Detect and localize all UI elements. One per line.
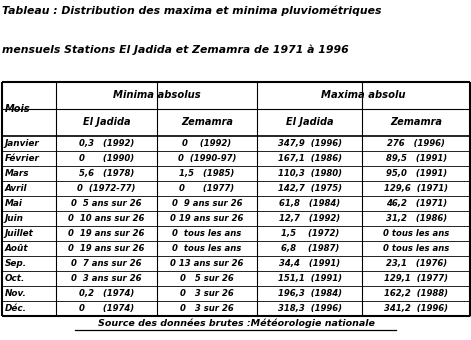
Text: 0  (1990-97): 0 (1990-97) (178, 154, 236, 163)
Text: 0 tous les ans: 0 tous les ans (383, 244, 449, 253)
Text: Avril: Avril (5, 184, 27, 193)
Text: 5,6   (1978): 5,6 (1978) (79, 169, 134, 178)
Text: 0  (1972-77): 0 (1972-77) (77, 184, 136, 193)
Text: 34,4   (1991): 34,4 (1991) (279, 259, 341, 268)
Text: Mai: Mai (5, 199, 23, 208)
Text: El Jadida: El Jadida (82, 117, 130, 127)
Text: 1,5   (1985): 1,5 (1985) (179, 169, 235, 178)
Text: Août: Août (5, 244, 28, 253)
Text: 0,2   (1974): 0,2 (1974) (79, 289, 134, 298)
Text: 0  9 ans sur 26: 0 9 ans sur 26 (172, 199, 242, 208)
Text: 95,0   (1991): 95,0 (1991) (386, 169, 447, 178)
Text: El Jadida: El Jadida (286, 117, 333, 127)
Text: 0  tous les ans: 0 tous les ans (172, 229, 242, 238)
Text: Janvier: Janvier (5, 139, 40, 148)
Text: 129,1  (1977): 129,1 (1977) (384, 274, 448, 283)
Text: 341,2  (1996): 341,2 (1996) (384, 304, 448, 313)
Text: 167,1  (1986): 167,1 (1986) (278, 154, 342, 163)
Text: 151,1  (1991): 151,1 (1991) (278, 274, 342, 283)
Text: 129,6  (1971): 129,6 (1971) (384, 184, 448, 193)
Text: Mois: Mois (5, 104, 31, 114)
Text: Déc.: Déc. (5, 304, 27, 313)
Text: mensuels Stations El Jadida et Zemamra de 1971 à 1996: mensuels Stations El Jadida et Zemamra d… (2, 44, 349, 55)
Text: 0 tous les ans: 0 tous les ans (383, 229, 449, 238)
Text: Source des données brutes :Météorologie nationale: Source des données brutes :Météorologie … (97, 319, 375, 328)
Text: 347,9  (1996): 347,9 (1996) (278, 139, 342, 148)
Text: Nov.: Nov. (5, 289, 26, 298)
Text: 23,1   (1976): 23,1 (1976) (386, 259, 447, 268)
Text: 110,3  (1980): 110,3 (1980) (278, 169, 342, 178)
Text: 0  7 ans sur 26: 0 7 ans sur 26 (71, 259, 142, 268)
Text: 61,8   (1984): 61,8 (1984) (279, 199, 341, 208)
Text: 0,3   (1992): 0,3 (1992) (79, 139, 134, 148)
Text: 0    (1992): 0 (1992) (182, 139, 232, 148)
Text: 12,7   (1992): 12,7 (1992) (279, 214, 341, 223)
Text: 1,5    (1972): 1,5 (1972) (281, 229, 339, 238)
Text: Juillet: Juillet (5, 229, 33, 238)
Text: Oct.: Oct. (5, 274, 25, 283)
Text: 0  10 ans sur 26: 0 10 ans sur 26 (68, 214, 145, 223)
Text: 6,8    (1987): 6,8 (1987) (281, 244, 339, 253)
Text: 0  19 ans sur 26: 0 19 ans sur 26 (68, 244, 145, 253)
Text: 31,2   (1986): 31,2 (1986) (386, 214, 447, 223)
Text: Tableau : Distribution des maxima et minima pluviométriques: Tableau : Distribution des maxima et min… (2, 5, 382, 16)
Text: 0  tous les ans: 0 tous les ans (172, 244, 242, 253)
Text: Zemamra: Zemamra (181, 117, 233, 127)
Text: 0  3 ans sur 26: 0 3 ans sur 26 (71, 274, 142, 283)
Text: 0   3 sur 26: 0 3 sur 26 (180, 304, 234, 313)
Text: 89,5   (1991): 89,5 (1991) (386, 154, 447, 163)
Text: 196,3  (1984): 196,3 (1984) (278, 289, 342, 298)
Text: 0   5 sur 26: 0 5 sur 26 (180, 274, 234, 283)
Text: 276   (1996): 276 (1996) (387, 139, 445, 148)
Text: 0 13 ans sur 26: 0 13 ans sur 26 (171, 259, 244, 268)
Text: Février: Février (5, 154, 40, 163)
Text: 0      (1974): 0 (1974) (79, 304, 134, 313)
Text: 46,2   (1971): 46,2 (1971) (386, 199, 447, 208)
Text: 0  19 ans sur 26: 0 19 ans sur 26 (68, 229, 145, 238)
Text: Juin: Juin (5, 214, 24, 223)
Text: 0      (1990): 0 (1990) (79, 154, 134, 163)
Text: 0 19 ans sur 26: 0 19 ans sur 26 (171, 214, 244, 223)
Text: 0  5 ans sur 26: 0 5 ans sur 26 (71, 199, 142, 208)
Text: Maxima absolu: Maxima absolu (321, 90, 406, 100)
Text: 0   3 sur 26: 0 3 sur 26 (180, 289, 234, 298)
Text: Mars: Mars (5, 169, 29, 178)
Text: 162,2  (1988): 162,2 (1988) (384, 289, 448, 298)
Text: 0      (1977): 0 (1977) (179, 184, 235, 193)
Text: Zemamra: Zemamra (390, 117, 442, 127)
Text: 142,7  (1975): 142,7 (1975) (278, 184, 342, 193)
Text: Minima absolus: Minima absolus (113, 90, 201, 100)
Text: 318,3  (1996): 318,3 (1996) (278, 304, 342, 313)
Text: Sep.: Sep. (5, 259, 27, 268)
